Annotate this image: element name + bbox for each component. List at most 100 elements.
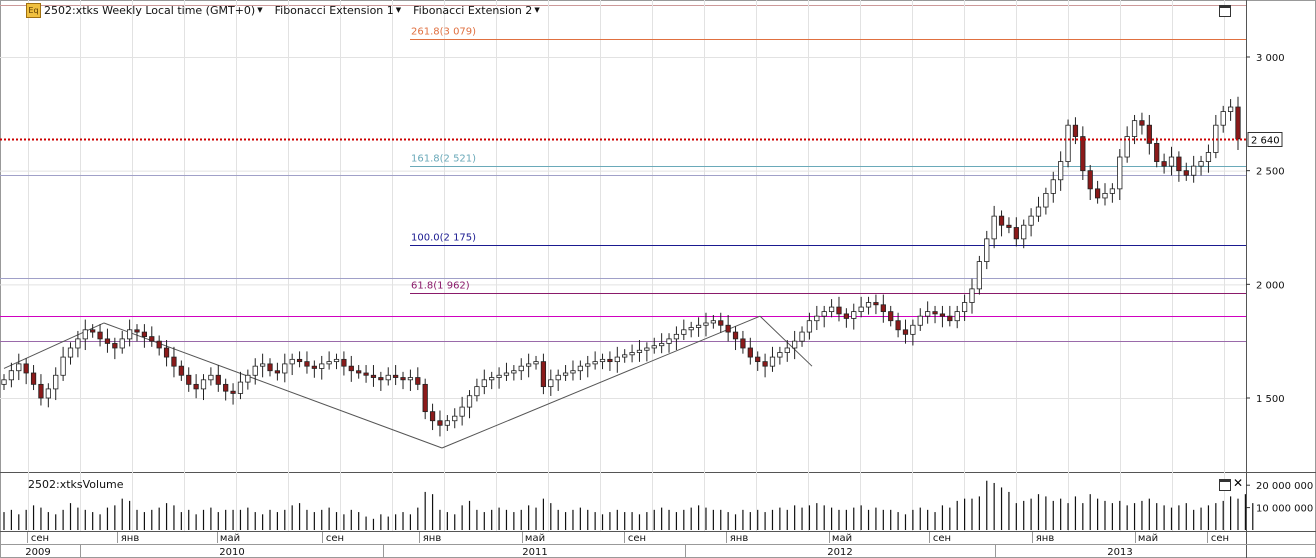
candle-body [489,377,495,381]
candle-body [851,311,857,319]
chevron-down-icon: ▼ [395,6,402,14]
candle-body [75,338,81,349]
candle-body [762,361,768,367]
candle-body [503,372,510,376]
maximize-icon[interactable] [1219,5,1231,17]
candle-body [910,324,916,335]
current-price-label: 2 640 [1251,136,1280,147]
candle-body [821,311,827,317]
candle-body [607,358,613,363]
fib-level-label: 61.8(1 962) [411,281,470,292]
candle-body [134,329,140,333]
candle-body [755,356,761,363]
candle-body [104,338,111,344]
candle-body [208,374,214,381]
month-label: янв [423,533,442,544]
candle-body [348,365,354,372]
current-price-box [1247,132,1283,147]
symbol-label: 2502:xtks Weekly Local time (GMT+0) [44,3,256,17]
candle-body [622,354,628,358]
candle-body [38,383,44,399]
candle-body [592,361,598,365]
candle-body [289,358,295,365]
chevron-down-icon: ▼ [257,6,263,14]
candle-body [991,215,997,240]
candle-body [629,352,635,356]
price-tick-label: 2 000 [1256,280,1285,291]
close-icon[interactable]: ✕ [1233,476,1244,490]
fib-ext1-menu[interactable]: Fibonacci Extension 1 ▼ [275,4,402,17]
candle-body [895,320,901,331]
candle-body [1035,206,1042,217]
month-label: янв [121,533,140,544]
candle-body [1058,161,1064,181]
fib-zigzag-line [759,315,813,367]
candle-body [333,358,340,363]
candle-body [917,315,923,326]
candle-body [452,415,458,422]
candle-body [186,374,192,385]
candle-body [326,361,332,365]
year-label: 2013 [1107,547,1132,558]
candle-body [644,347,650,351]
candle-body [599,358,606,363]
eq-icon[interactable]: Eq [26,3,41,18]
candle-body [533,361,539,365]
candle-body [437,420,443,426]
candle-body [976,261,982,290]
candle-body [732,331,739,340]
candle-body [370,374,377,378]
volume-title: 2502:xtksVolume [28,478,124,491]
candle-body [296,358,303,363]
candle-body [282,363,288,374]
chevron-down-icon: ▼ [534,6,540,14]
candle-body [223,383,229,392]
candle-body [341,358,347,367]
candle-body [156,340,162,349]
year-label: 2012 [827,547,852,558]
candle-body [562,372,569,376]
candle-body [843,313,849,319]
candle-body [30,372,37,385]
candle-body [1205,152,1212,162]
candle-body [97,331,103,340]
candle-body [710,320,716,324]
month-label: май [525,533,545,544]
candle-body [1176,156,1182,172]
candle-body [444,420,450,426]
candle-body [703,322,709,326]
candle-body [814,315,820,322]
volume-tick-label: 20 000 000 [1256,481,1313,492]
candle-body [577,365,583,372]
candle-body [555,374,561,381]
candle-body [873,302,879,306]
symbol-menu[interactable]: 2502:xtks Weekly Local time (GMT+0) ▼ [44,4,263,17]
candle-body [496,374,502,378]
candle-body [932,311,938,315]
fib-ext2-menu[interactable]: Fibonacci Extension 2 ▼ [413,4,540,17]
candle-body [1,379,7,385]
candle-body [659,343,665,347]
candle-body [1117,156,1123,190]
candle-body [252,365,258,376]
candle-body [1087,170,1093,190]
candle-body [636,349,643,353]
month-label: май [220,533,240,544]
chart-header: 2502:xtks Weekly Local time (GMT+0) ▼ Fib… [44,2,540,18]
candle-body [925,311,931,317]
fib-level-label: 161.8(2 521) [411,154,476,165]
candle-body [1013,227,1019,240]
candle-body [53,374,59,390]
candle-body [888,311,894,322]
candle-body [8,370,15,381]
candle-body [1021,224,1027,240]
candle-body [570,370,576,374]
maximize-volume-icon[interactable] [1219,479,1231,491]
candle-body [127,329,133,340]
candle-body [400,377,406,381]
candle-body [858,306,864,313]
candle-body [363,372,369,376]
candle-body [614,356,620,363]
month-label: янв [1036,533,1055,544]
